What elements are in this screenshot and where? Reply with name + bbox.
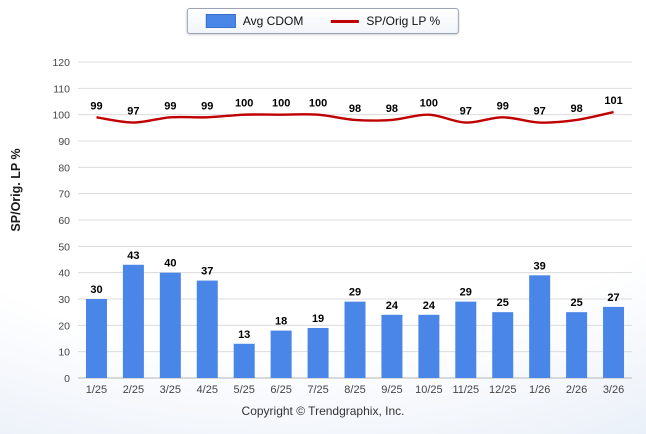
line-value-label: 99: [90, 100, 102, 112]
x-tick-label: 8/25: [344, 384, 365, 396]
y-tick-label: 120: [52, 57, 70, 69]
bar-value-label: 24: [386, 300, 399, 312]
x-tick-label: 10/25: [415, 384, 443, 396]
bar[interactable]: [307, 327, 329, 378]
bar-value-label: 40: [164, 258, 176, 270]
x-tick-label: 3/26: [603, 384, 624, 396]
x-tick-label: 1/26: [529, 384, 550, 396]
y-tick-label: 110: [53, 83, 70, 95]
bar-value-label: 27: [607, 292, 619, 304]
x-tick-label: 2/25: [123, 384, 144, 396]
y-tick-label: 80: [58, 162, 70, 174]
bar-value-label: 13: [238, 329, 250, 341]
y-tick-label: 10: [58, 347, 70, 359]
x-tick-label: 11/25: [452, 384, 479, 396]
bar[interactable]: [196, 280, 218, 378]
y-tick-label: 90: [58, 136, 70, 148]
bar-value-label: 18: [275, 316, 287, 328]
bar[interactable]: [270, 330, 292, 378]
legend-item-sp-orig-lp[interactable]: SP/Orig LP %: [331, 14, 440, 28]
line-value-label: 100: [272, 98, 290, 110]
line-value-label: 100: [420, 98, 438, 110]
legend: Avg CDOM SP/Orig LP %: [186, 8, 460, 34]
line-value-label: 100: [309, 98, 327, 110]
x-tick-label: 2/26: [566, 384, 587, 396]
bar-value-label: 30: [90, 284, 102, 296]
legend-label-sp-orig-lp: SP/Orig LP %: [366, 14, 441, 28]
copyright-text: Copyright © Trendgraphix, Inc.: [241, 404, 405, 418]
x-tick-label: 12/25: [489, 384, 517, 396]
legend-label-avg-cdom: Avg CDOM: [242, 14, 304, 28]
x-tick-label: 9/25: [381, 384, 402, 396]
line-swatch-icon: [331, 19, 360, 23]
line-value-label: 99: [164, 100, 176, 112]
y-tick-label: 100: [52, 110, 70, 122]
y-tick-label: 50: [58, 241, 70, 253]
x-tick-label: 6/25: [270, 384, 291, 396]
bar-value-label: 43: [127, 250, 139, 262]
bar-value-label: 29: [460, 287, 472, 299]
bar-value-label: 37: [201, 266, 213, 278]
bar-value-label: 19: [312, 313, 324, 325]
bar-swatch-icon: [205, 14, 236, 28]
bar[interactable]: [418, 314, 440, 378]
bar[interactable]: [455, 301, 477, 378]
bar-value-label: 25: [497, 297, 509, 309]
line-value-label: 97: [127, 106, 139, 118]
y-tick-label: 70: [58, 189, 70, 201]
bar[interactable]: [529, 275, 551, 378]
line-value-label: 100: [235, 98, 253, 110]
y-tick-label: 0: [64, 373, 70, 385]
x-tick-label: 5/25: [233, 384, 254, 396]
bar[interactable]: [381, 314, 403, 378]
bar[interactable]: [122, 264, 144, 378]
line-series: [96, 110, 614, 124]
x-tick-label: 7/25: [307, 384, 328, 396]
bar-value-label: 25: [570, 297, 582, 309]
x-tick-label: 3/25: [160, 384, 181, 396]
chart-plot: 0 10 20 30 40 50 60 70 80 90 100 110 120 30 1/25 43 2/25…: [52, 57, 632, 396]
line-value-label: 97: [534, 106, 546, 118]
line-value-label: 99: [497, 100, 509, 112]
y-tick-label: 40: [58, 268, 70, 280]
y-tick-label: 30: [58, 294, 70, 306]
legend-item-avg-cdom[interactable]: Avg CDOM: [205, 14, 304, 28]
line-value-label: 99: [201, 100, 213, 112]
bar-value-label: 24: [423, 300, 436, 312]
bar[interactable]: [344, 301, 366, 378]
bar[interactable]: [159, 272, 181, 378]
bar[interactable]: [85, 299, 107, 378]
bar[interactable]: [492, 312, 514, 378]
y-tick-label: 60: [58, 215, 70, 227]
bar-value-label: 29: [349, 287, 361, 299]
bar-value-label: 39: [534, 260, 546, 272]
bar[interactable]: [566, 312, 588, 378]
y-tick-label: 20: [58, 320, 70, 332]
line-value-label: 101: [604, 95, 622, 107]
line-value-label: 98: [349, 103, 361, 115]
bar[interactable]: [603, 306, 625, 378]
bar[interactable]: [233, 343, 255, 378]
line-value-label: 98: [386, 103, 398, 115]
line-value-label: 97: [460, 106, 472, 118]
x-tick-label: 1/25: [86, 384, 107, 396]
line-value-label: 98: [570, 103, 582, 115]
x-tick-label: 4/25: [197, 384, 218, 396]
